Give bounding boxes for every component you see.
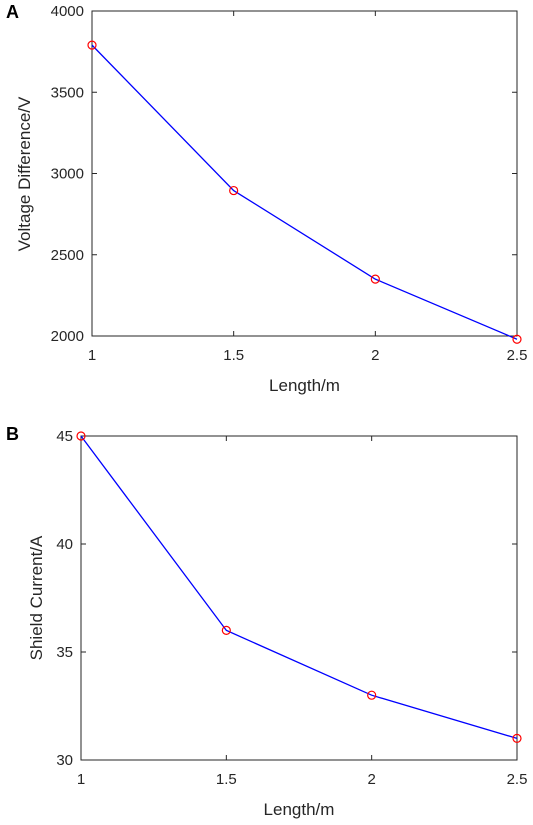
data-point [367,690,377,700]
y-tick-label: 35 [56,644,73,661]
y-tick-label: 4000 [51,3,84,20]
panel-letter-b: B [6,424,19,444]
y-axis-label: Shield Current/A [27,535,46,660]
chart-panel-b: B 1 1.5 2 2.5 30 35 40 45 Length/m Shield Current… [6,424,527,819]
x-axis-label: Length/m [269,376,340,395]
x-tick-label: 1.5 [216,771,237,788]
data-point [370,274,380,284]
x-tick-label: 2 [367,771,375,788]
y-tick-label: 45 [56,428,73,445]
series-line [91,44,518,340]
chart-panel-a: A 1 1.5 2 2.5 2000 2500 3000 3500 4000 Length/m Vo… [6,2,527,395]
x-tick-label: 2.5 [507,347,528,364]
series-line [80,435,518,740]
y-tick-label: 2000 [51,328,84,345]
y-tick-label: 40 [56,536,73,553]
y-tick-label: 3500 [51,84,84,101]
data-point [512,733,522,744]
x-tick-label: 1.5 [223,347,244,364]
data-point [229,185,239,196]
y-tick-label: 2500 [51,247,84,264]
plot-area [80,435,518,761]
x-tick-label: 2.5 [507,771,528,788]
y-tick-label: 3000 [51,166,84,183]
x-tick-label: 2 [371,347,379,364]
x-axis-label: Length/m [264,800,335,819]
y-axis-label: Voltage Difference/V [15,96,34,251]
data-point [76,431,86,441]
data-point [512,334,522,344]
x-tick-label: 1 [77,771,85,788]
y-tick-label: 30 [56,752,73,769]
panel-letter-a: A [6,2,19,22]
x-tick-label: 1 [88,347,96,364]
data-point [221,625,231,636]
data-point [87,40,97,50]
plot-area [91,10,518,337]
